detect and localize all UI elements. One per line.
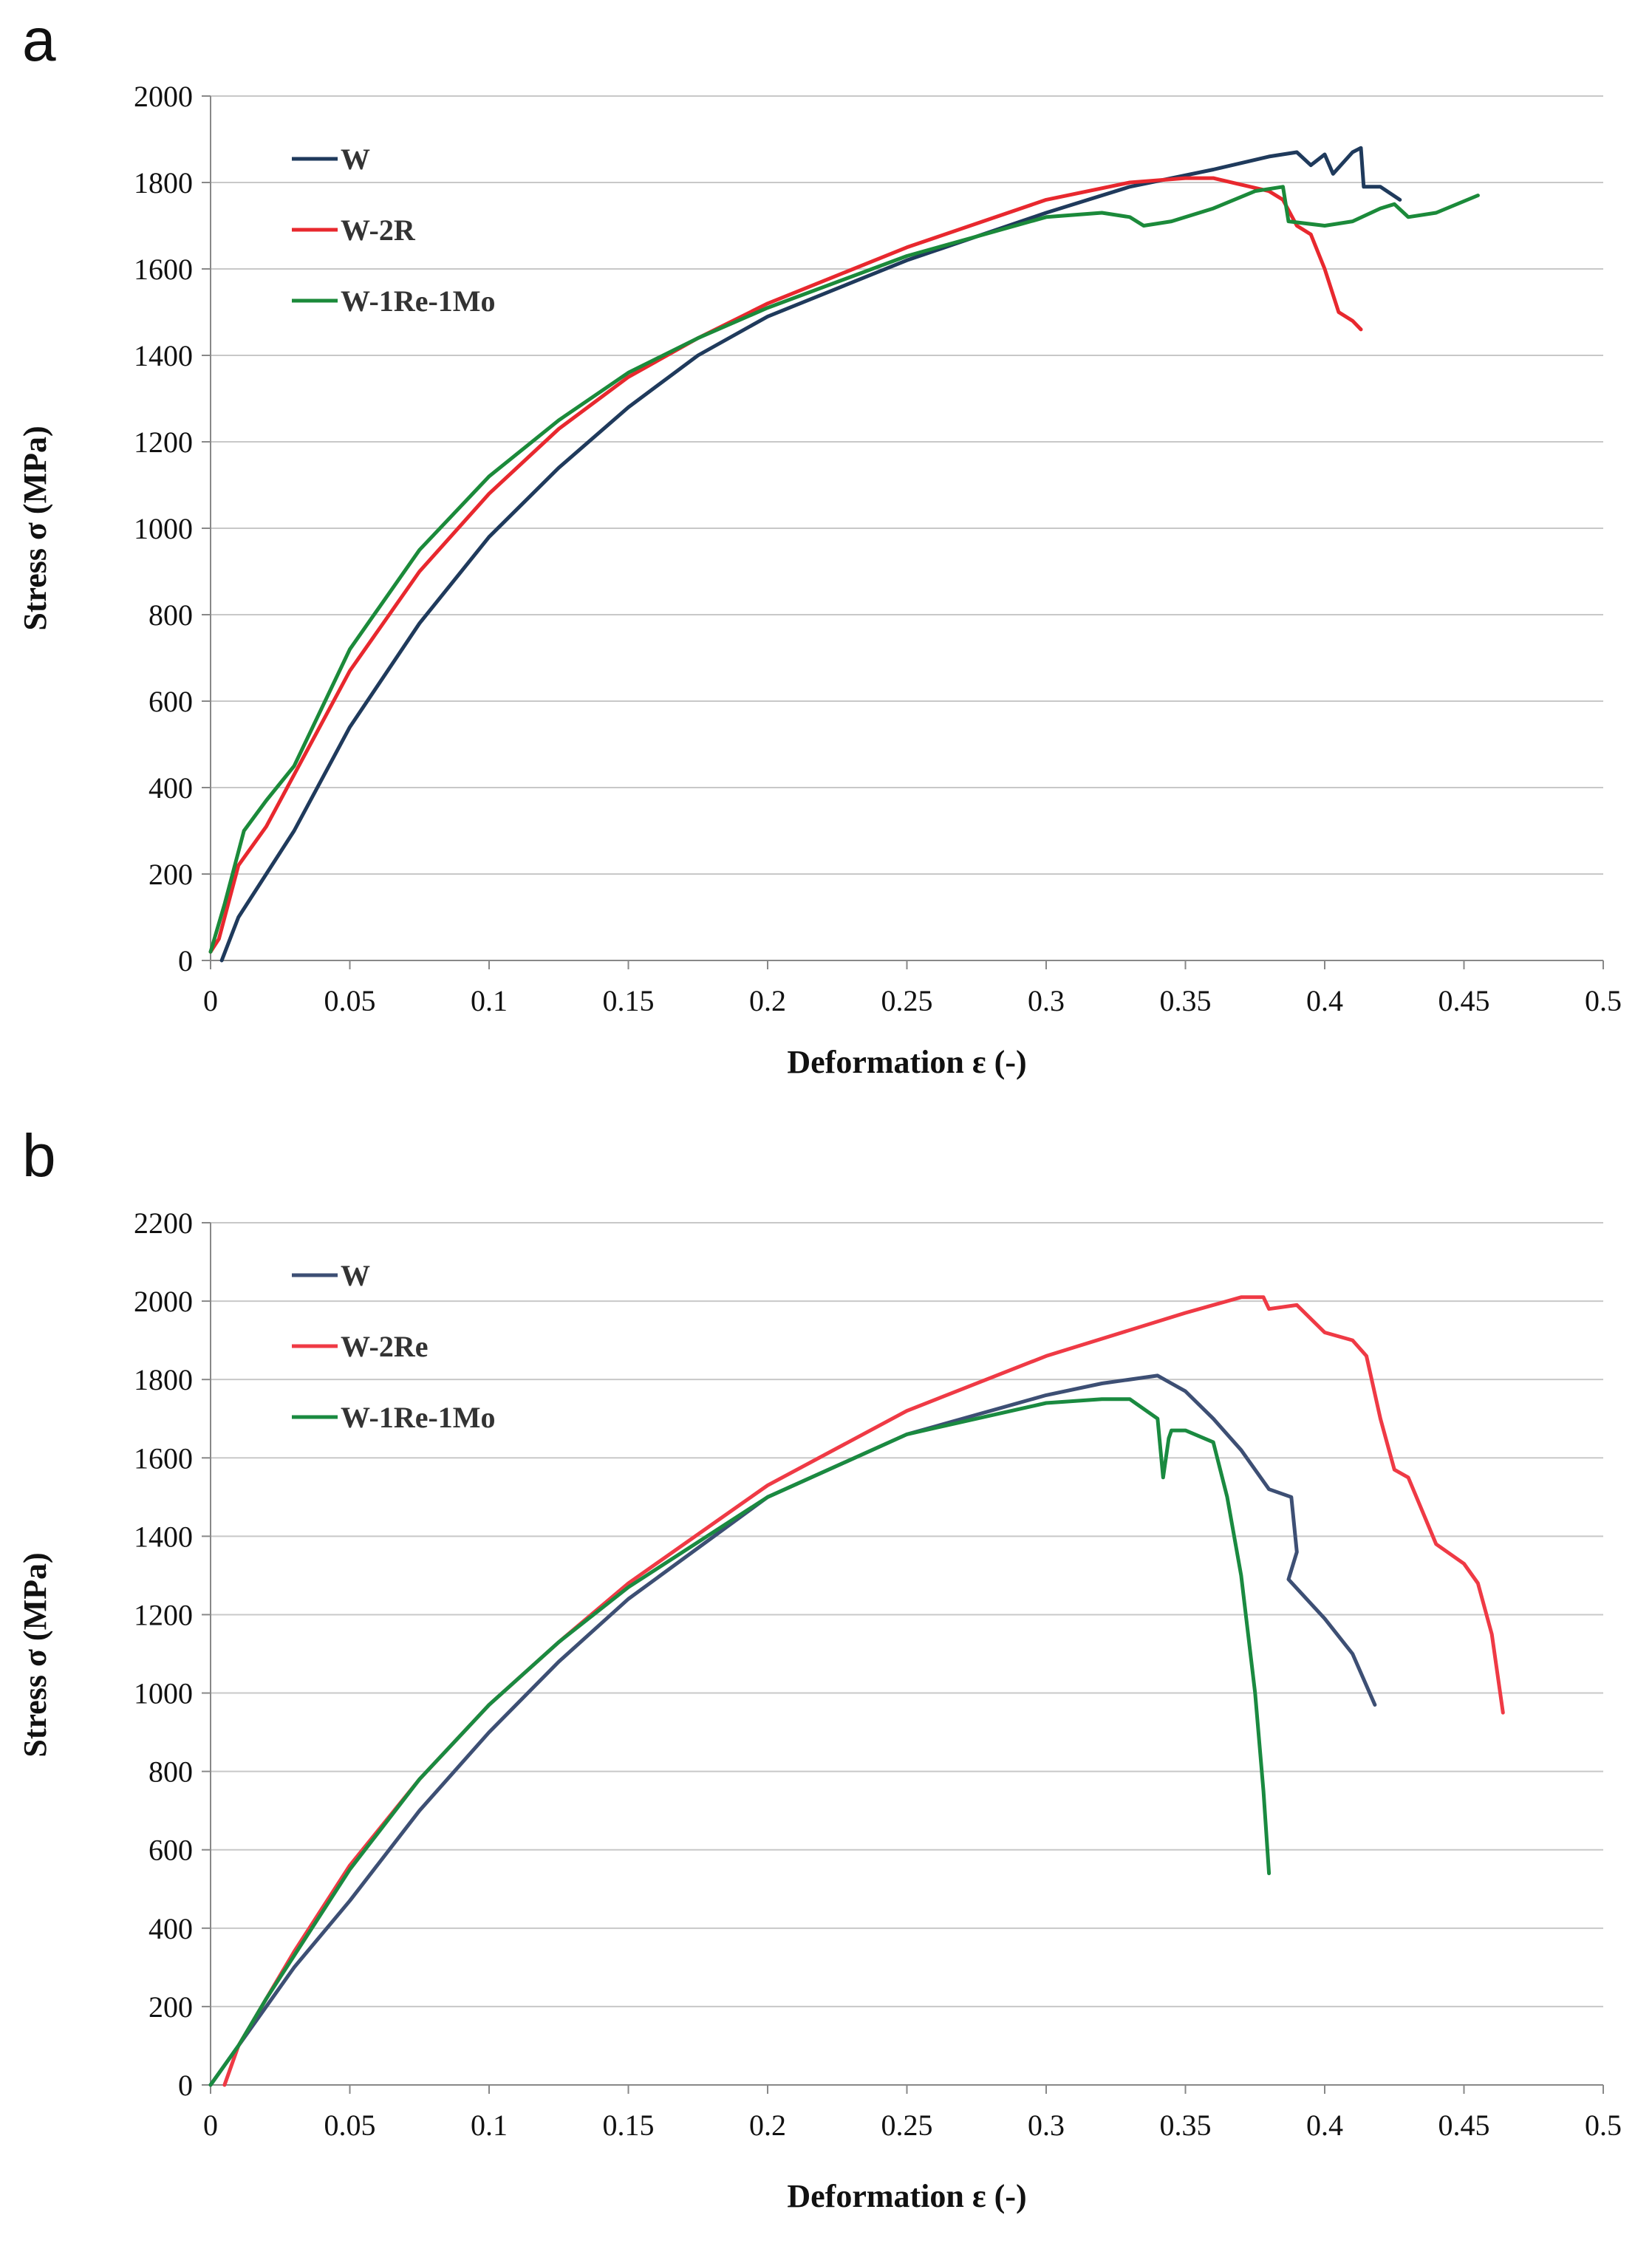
x-tick-label: 0.5	[1585, 2109, 1622, 2142]
chart-b-svg: 0 200 400 600 800 1000 1200 1400 1600 1800 2000 220…	[17, 1206, 1622, 2214]
chart-panel-a: a 0 200 400 600 800 1000 1200 1400 1600 1800 2000 0…	[0, 0, 1652, 1108]
y-tick-label: 400	[149, 771, 193, 805]
x-tick-label: 0	[203, 2109, 218, 2142]
x-tick-label: 0	[203, 984, 218, 1017]
series-line-w	[208, 1373, 1377, 2087]
y-tick-label: 800	[149, 598, 193, 632]
x-tick-label: 0.2	[749, 2109, 786, 2142]
y-tick-label: 1200	[134, 426, 193, 459]
chart-panel-b: b 0 200 400 600 800 1000 1200 1400 1600 1800 2000 2…	[0, 1123, 1652, 2246]
y-tick-label: 1600	[134, 1441, 193, 1475]
legend-label: W	[341, 1259, 370, 1292]
legend-label: W-2Re	[341, 1330, 428, 1363]
x-tick-label: 0.25	[881, 984, 933, 1017]
series-line-w	[219, 146, 1402, 963]
legend-label: W-2R	[341, 214, 416, 247]
x-tick-label: 0.15	[603, 2109, 655, 2142]
y-axis-label: Stress σ (MPa)	[17, 426, 53, 630]
x-tick-label: 0.1	[471, 984, 508, 1017]
y-tick-label: 1200	[134, 1598, 193, 1631]
y-tick-label: 600	[149, 1834, 193, 1867]
y-tick-label: 400	[149, 1912, 193, 1945]
y-tick-label: 200	[149, 858, 193, 891]
x-tick-label: 0.25	[881, 2109, 933, 2142]
y-tick-label: 0	[178, 2069, 193, 2102]
y-tick-label: 1800	[134, 1363, 193, 1396]
legend-label: W	[341, 143, 370, 176]
y-tick-label: 800	[149, 1755, 193, 1789]
x-tick-label: 0.05	[324, 2109, 376, 2142]
y-tick-label: 1000	[134, 1677, 193, 1710]
series-line-w-1re-1mo	[208, 1397, 1272, 2087]
y-tick-label: 2200	[134, 1206, 193, 1240]
x-tick-label: 0.3	[1028, 2109, 1065, 2142]
y-axis-label: Stress σ (MPa)	[17, 1552, 53, 1757]
y-tick-label: 200	[149, 1990, 193, 2024]
legend-label: W-1Re-1Mo	[341, 284, 496, 318]
x-tick-label: 0.4	[1306, 2109, 1343, 2142]
y-tick-label: 2000	[134, 80, 193, 113]
x-tick-label: 0.45	[1438, 984, 1490, 1017]
y-tick-label: 2000	[134, 1285, 193, 1318]
x-axis-label: Deformation ε (-)	[787, 1044, 1026, 1080]
x-tick-label: 0.2	[749, 984, 786, 1017]
x-tick-label: 0.1	[471, 2109, 508, 2142]
panel-label-a: a	[22, 7, 56, 74]
y-tick-label: 1600	[134, 253, 193, 286]
x-tick-label: 0.3	[1028, 984, 1065, 1017]
x-tick-label: 0.15	[603, 984, 655, 1017]
y-tick-label: 0	[178, 944, 193, 977]
y-tick-label: 1400	[134, 1520, 193, 1553]
y-tick-label: 1800	[134, 166, 193, 199]
series-line-w-2r	[208, 176, 1363, 954]
series-line-w-1re-1mo	[208, 185, 1480, 954]
x-tick-label: 0.4	[1306, 984, 1343, 1017]
legend-label: W-1Re-1Mo	[341, 1401, 496, 1434]
x-tick-label: 0.05	[324, 984, 376, 1017]
panel-label-b: b	[22, 1122, 56, 1189]
x-tick-label: 0.35	[1160, 2109, 1212, 2142]
y-tick-label: 1000	[134, 512, 193, 545]
x-tick-label: 0.45	[1438, 2109, 1490, 2142]
x-axis-label: Deformation ε (-)	[787, 2178, 1026, 2214]
chart-a-svg: 0 200 400 600 800 1000 1200 1400 1600 1800 2000 0 0.…	[17, 80, 1622, 1080]
x-tick-label: 0.35	[1160, 984, 1212, 1017]
y-tick-label: 1400	[134, 339, 193, 372]
x-tick-label: 0.5	[1585, 984, 1622, 1017]
y-tick-label: 600	[149, 685, 193, 718]
